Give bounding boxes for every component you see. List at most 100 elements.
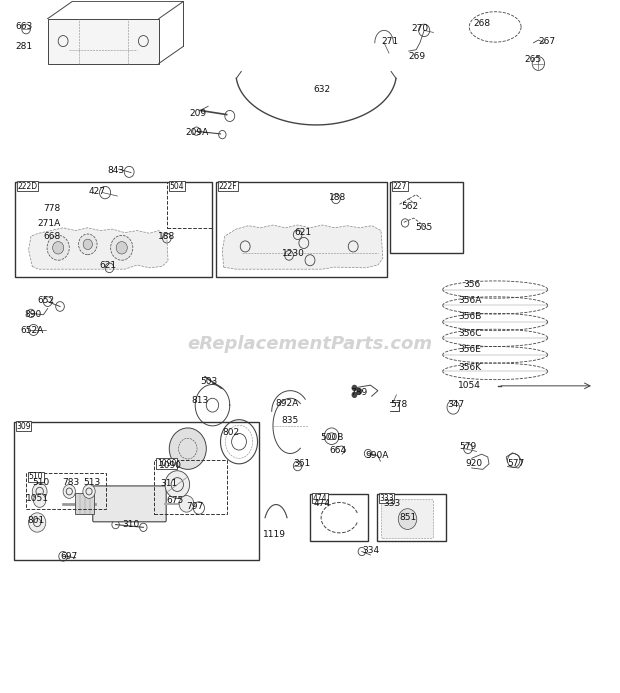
Text: 835: 835 — [281, 416, 299, 425]
Text: 668: 668 — [43, 232, 61, 241]
Text: 222F: 222F — [219, 182, 237, 191]
Text: 783: 783 — [62, 478, 79, 487]
Circle shape — [79, 234, 97, 255]
Bar — [154, 459, 228, 514]
Text: 652A: 652A — [20, 326, 43, 335]
Circle shape — [169, 428, 206, 469]
Text: 510: 510 — [29, 472, 43, 481]
Text: eReplacementParts.com: eReplacementParts.com — [187, 335, 433, 353]
Text: 697: 697 — [61, 552, 78, 561]
Text: 843: 843 — [107, 166, 125, 175]
Text: 890: 890 — [25, 310, 42, 319]
Polygon shape — [76, 493, 94, 514]
Circle shape — [83, 239, 92, 249]
Text: 813: 813 — [192, 396, 209, 405]
Text: 579: 579 — [459, 442, 477, 451]
Circle shape — [179, 495, 194, 512]
Text: 1119: 1119 — [263, 529, 286, 538]
Circle shape — [33, 493, 46, 507]
Circle shape — [165, 471, 190, 498]
Text: 356B: 356B — [458, 313, 482, 322]
Text: 504: 504 — [169, 182, 184, 191]
Text: 311: 311 — [161, 479, 178, 488]
Text: 851: 851 — [399, 514, 416, 522]
Text: 802: 802 — [223, 428, 239, 437]
Bar — [377, 494, 446, 541]
Circle shape — [63, 484, 76, 498]
Text: 271: 271 — [381, 37, 398, 46]
Text: 270: 270 — [412, 24, 429, 33]
Text: 990A: 990A — [366, 451, 389, 460]
Text: 1054: 1054 — [458, 381, 481, 390]
Circle shape — [357, 389, 362, 394]
Bar — [167, 182, 213, 228]
Text: 209: 209 — [190, 109, 206, 118]
Text: 356K: 356K — [458, 362, 481, 371]
Bar — [216, 182, 386, 277]
Text: 892A: 892A — [275, 398, 299, 407]
Text: 188: 188 — [329, 193, 346, 202]
Text: 267: 267 — [538, 37, 556, 46]
Text: 503: 503 — [201, 376, 218, 385]
Text: 209A: 209A — [185, 128, 208, 137]
FancyBboxPatch shape — [381, 500, 433, 538]
Text: 227: 227 — [392, 182, 407, 191]
Text: 281: 281 — [15, 42, 32, 51]
Text: 356C: 356C — [458, 329, 482, 338]
Circle shape — [352, 392, 357, 398]
Text: 361: 361 — [293, 459, 311, 468]
Circle shape — [32, 483, 47, 500]
Text: 474: 474 — [314, 500, 330, 509]
Text: 268: 268 — [473, 19, 490, 28]
Text: 427: 427 — [89, 187, 106, 196]
Text: 1090: 1090 — [159, 461, 182, 470]
Text: 652: 652 — [37, 297, 55, 306]
Text: 663: 663 — [15, 22, 32, 31]
Polygon shape — [29, 228, 168, 269]
Text: 356E: 356E — [458, 345, 481, 354]
Bar — [390, 182, 463, 253]
Polygon shape — [223, 225, 383, 269]
Text: 310: 310 — [122, 520, 140, 529]
Text: 356: 356 — [463, 280, 480, 289]
Text: 920: 920 — [466, 459, 482, 468]
Text: 621: 621 — [294, 228, 312, 237]
Circle shape — [110, 236, 133, 261]
Text: 1230: 1230 — [282, 249, 305, 258]
Circle shape — [352, 385, 357, 391]
Circle shape — [53, 242, 64, 254]
Circle shape — [83, 484, 95, 498]
Text: 789: 789 — [350, 387, 368, 396]
Text: 778: 778 — [43, 204, 61, 213]
Text: 333: 333 — [383, 500, 400, 509]
Text: 334: 334 — [362, 545, 379, 554]
Bar — [15, 182, 213, 277]
Text: 309: 309 — [16, 422, 31, 431]
Bar — [26, 473, 106, 509]
Text: 347: 347 — [447, 400, 464, 409]
Circle shape — [47, 236, 69, 261]
Text: 621: 621 — [99, 261, 116, 270]
Text: 577: 577 — [508, 459, 525, 468]
Circle shape — [116, 242, 127, 254]
Text: 513: 513 — [83, 478, 100, 487]
Text: 797: 797 — [187, 502, 204, 511]
Text: 505: 505 — [415, 223, 432, 232]
Text: 356A: 356A — [458, 296, 482, 305]
Bar — [14, 423, 259, 561]
Text: 265: 265 — [525, 55, 542, 64]
Text: 1090: 1090 — [157, 459, 176, 468]
Text: 474: 474 — [312, 493, 327, 502]
Polygon shape — [48, 19, 159, 64]
Text: 664: 664 — [330, 446, 347, 455]
Text: 1051: 1051 — [26, 494, 49, 503]
Text: 271A: 271A — [37, 219, 60, 228]
Text: 675: 675 — [167, 496, 184, 505]
Text: 500B: 500B — [320, 433, 343, 442]
Text: 578: 578 — [390, 400, 407, 409]
Bar — [310, 494, 368, 541]
FancyBboxPatch shape — [93, 486, 166, 522]
Text: 269: 269 — [409, 52, 426, 61]
Text: 222D: 222D — [17, 182, 38, 191]
Circle shape — [29, 513, 46, 532]
